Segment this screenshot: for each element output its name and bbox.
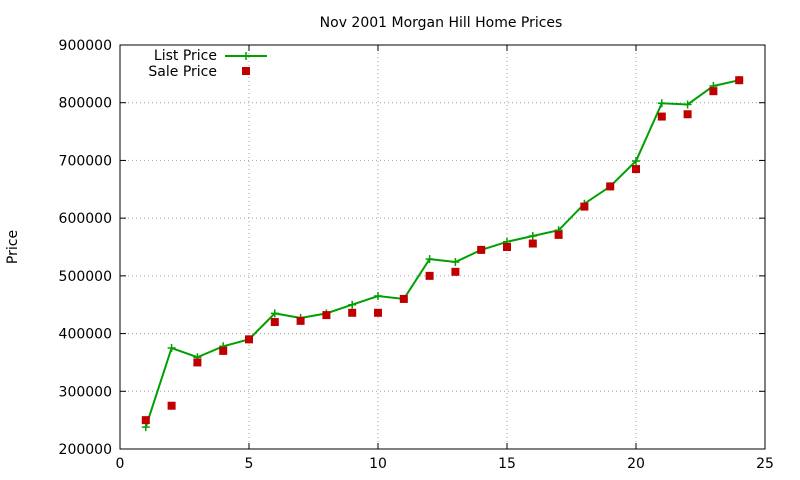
- grid-lines: [120, 45, 765, 449]
- data-point-sale-price: [141, 416, 150, 425]
- y-tick-label: 600000: [59, 211, 112, 227]
- legend-list-price-marker: [242, 52, 250, 60]
- series: [141, 76, 744, 432]
- data-point-sale-price: [296, 316, 305, 325]
- x-tick-label: 20: [627, 456, 645, 472]
- data-point-sale-price: [270, 318, 279, 327]
- data-point-sale-price: [528, 239, 537, 248]
- series-sale-price: [141, 76, 744, 425]
- data-point-sale-price: [399, 294, 408, 303]
- data-point-list-price: [348, 300, 357, 309]
- data-point-sale-price: [554, 230, 563, 239]
- series-line-list-price: [144, 79, 740, 428]
- y-tick-label: 900000: [59, 38, 112, 54]
- data-point-list-price: [167, 344, 176, 352]
- chart-title: Nov 2001 Morgan Hill Home Prices: [320, 15, 563, 31]
- x-tick-label: 5: [245, 456, 254, 472]
- data-point-list-price: [632, 157, 640, 166]
- legend: List Price Sale Price: [148, 48, 267, 80]
- data-point-sale-price: [580, 202, 589, 211]
- x-tick-label: 0: [116, 456, 125, 472]
- data-point-sale-price: [503, 243, 511, 251]
- data-point-sale-price: [167, 401, 176, 410]
- data-point-sale-price: [477, 245, 486, 254]
- y-tick-label: 500000: [59, 269, 112, 285]
- data-point-sale-price: [735, 76, 744, 85]
- data-point-list-price: [270, 309, 279, 318]
- data-point-list-price: [141, 423, 150, 432]
- legend-sale-price-marker: [242, 67, 250, 75]
- y-tick-label: 700000: [59, 153, 112, 169]
- data-point-list-price: [528, 232, 537, 241]
- x-tick-label: 10: [369, 456, 387, 472]
- y-tick-label: 400000: [59, 327, 112, 343]
- data-point-sale-price: [657, 112, 666, 121]
- data-point-sale-price: [374, 308, 382, 317]
- data-point-list-price: [451, 258, 460, 267]
- data-point-sale-price: [348, 308, 357, 317]
- plot-frame: [119, 44, 766, 450]
- data-point-list-price: [683, 100, 692, 109]
- series-list-price: [141, 76, 744, 432]
- data-point-sale-price: [683, 110, 692, 119]
- legend-sale-price-label: Sale Price: [148, 64, 217, 80]
- data-point-sale-price: [425, 271, 434, 280]
- data-point-sale-price: [193, 358, 202, 367]
- data-point-list-price: [425, 255, 434, 264]
- y-tick-label: 300000: [59, 384, 112, 400]
- y-axis-label: Price: [5, 230, 21, 264]
- data-point-sale-price: [709, 87, 718, 96]
- x-tick-label: 25: [756, 456, 774, 472]
- data-point-sale-price: [451, 267, 460, 276]
- y-tick-label: 800000: [59, 96, 112, 112]
- data-point-sale-price: [245, 335, 253, 344]
- y-tick-label: 200000: [59, 442, 112, 458]
- data-point-sale-price: [632, 165, 640, 174]
- x-tick-label: 15: [498, 456, 516, 472]
- data-point-list-price: [374, 292, 382, 301]
- data-point-list-price: [657, 99, 666, 108]
- data-point-sale-price: [219, 346, 228, 355]
- axis-ticks: 0 5 10 15 20 25 200000 300000 400000 500000 600000…: [59, 38, 774, 472]
- data-point-sale-price: [322, 311, 331, 320]
- data-point-sale-price: [606, 182, 615, 191]
- legend-list-price-label: List Price: [154, 48, 217, 64]
